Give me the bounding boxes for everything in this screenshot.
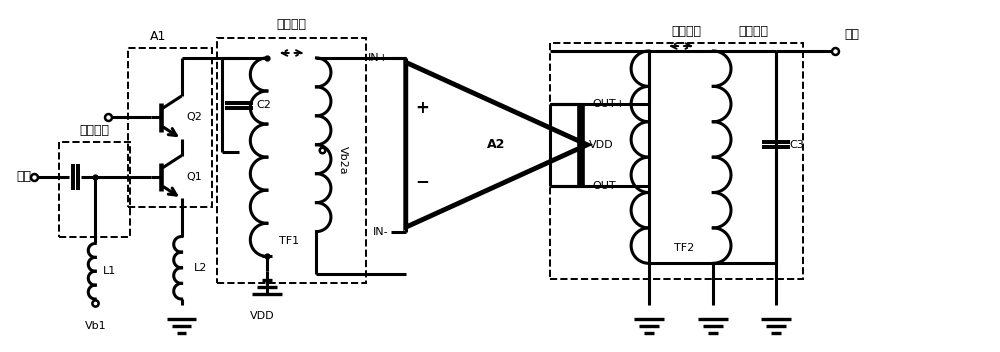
Text: Q1: Q1 (186, 172, 202, 182)
Text: 输出: 输出 (845, 28, 860, 41)
Text: +: + (416, 100, 430, 118)
Text: OUT+: OUT+ (592, 99, 625, 108)
Text: 输出匹配: 输出匹配 (738, 25, 768, 38)
Text: A1: A1 (150, 30, 166, 43)
Bar (217, 38, 366, 283)
Text: A2: A2 (487, 138, 506, 151)
Text: 级间匹配: 级间匹配 (277, 18, 307, 31)
Text: L2: L2 (193, 263, 207, 273)
Text: OUT-: OUT- (592, 181, 619, 191)
Text: VDD: VDD (589, 140, 614, 150)
Text: IN-: IN- (373, 227, 389, 237)
Text: 输入匹配: 输入匹配 (79, 124, 109, 137)
Text: 输出匹配: 输出匹配 (671, 25, 701, 38)
Text: C2: C2 (256, 100, 271, 110)
Text: TF1: TF1 (279, 237, 299, 246)
Text: 输入: 输入 (17, 170, 32, 183)
Bar (59, 142, 130, 237)
Text: C3: C3 (790, 140, 804, 150)
Text: VDD: VDD (250, 311, 274, 321)
Text: Q2: Q2 (186, 113, 202, 122)
Bar (550, 43, 803, 279)
Text: Vb2a: Vb2a (338, 146, 348, 175)
Text: L1: L1 (103, 266, 116, 276)
Text: TF2: TF2 (674, 243, 694, 253)
Text: IN+: IN+ (368, 53, 389, 63)
Text: −: − (416, 172, 430, 190)
Text: Vb1: Vb1 (84, 321, 106, 331)
Bar (128, 48, 212, 207)
